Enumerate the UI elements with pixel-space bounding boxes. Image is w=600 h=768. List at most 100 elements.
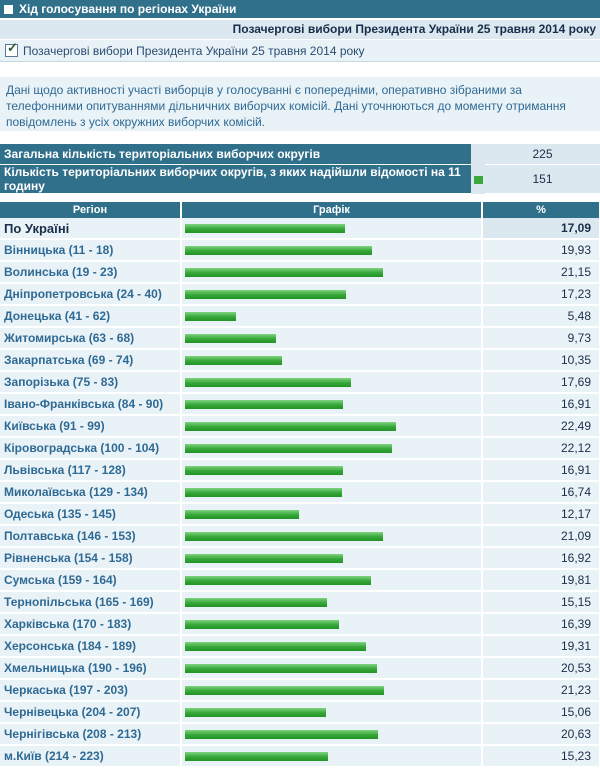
turnout-chart-cell bbox=[181, 701, 483, 724]
summary-marker bbox=[471, 164, 485, 194]
square-icon bbox=[4, 5, 13, 14]
region-name[interactable]: Харківська (170 - 183) bbox=[0, 613, 182, 636]
turnout-bar bbox=[185, 399, 343, 409]
turnout-percent: 15,06 bbox=[482, 701, 600, 724]
region-name[interactable]: Чернігівська (208 - 213) bbox=[0, 723, 182, 746]
table-row-total: По Україні 17,09 bbox=[0, 218, 600, 240]
turnout-percent: 16,39 bbox=[482, 613, 600, 636]
region-name[interactable]: Херсонська (184 - 189) bbox=[0, 635, 182, 658]
turnout-chart-cell bbox=[181, 503, 483, 526]
turnout-percent: 9,73 bbox=[482, 327, 600, 350]
turnout-percent: 17,23 bbox=[482, 283, 600, 306]
election-checkbox[interactable]: ✓ bbox=[5, 41, 18, 57]
table-row: Черкаська (197 - 203) 21,23 bbox=[0, 679, 600, 702]
region-name[interactable]: Кіровоградська (100 - 104) bbox=[0, 437, 182, 460]
turnout-chart-cell bbox=[181, 745, 483, 768]
turnout-chart-cell bbox=[181, 525, 483, 548]
column-header-chart: Графік bbox=[181, 202, 483, 218]
turnout-percent: 17,69 bbox=[482, 371, 600, 394]
turnout-bar bbox=[185, 685, 384, 695]
turnout-chart-cell bbox=[181, 591, 483, 614]
region-name[interactable]: Волинська (19 - 23) bbox=[0, 261, 182, 284]
region-name[interactable]: По Україні bbox=[0, 218, 182, 240]
region-name[interactable]: Миколаївська (129 - 134) bbox=[0, 481, 182, 504]
summary-value: 225 bbox=[485, 144, 600, 165]
table-row: Кіровоградська (100 - 104) 22,12 bbox=[0, 437, 600, 460]
turnout-bar bbox=[185, 223, 345, 233]
turnout-bar bbox=[185, 311, 236, 321]
turnout-chart-cell bbox=[181, 635, 483, 658]
summary-row: Загальна кількість територіальних виборч… bbox=[0, 144, 600, 165]
region-name[interactable]: Запорізька (75 - 83) bbox=[0, 371, 182, 394]
election-name-bar: Позачергові вибори Президента України 25… bbox=[0, 20, 600, 39]
region-name[interactable]: Івано-Франківська (84 - 90) bbox=[0, 393, 182, 416]
region-name[interactable]: Сумська (159 - 164) bbox=[0, 569, 182, 592]
turnout-percent: 16,91 bbox=[482, 459, 600, 482]
turnout-percent: 21,23 bbox=[482, 679, 600, 702]
turnout-chart-cell bbox=[181, 459, 483, 482]
turnout-chart-cell bbox=[181, 481, 483, 504]
region-name[interactable]: Львівська (117 - 128) bbox=[0, 459, 182, 482]
region-name[interactable]: Хмельницька (190 - 196) bbox=[0, 657, 182, 680]
turnout-chart-cell bbox=[181, 283, 483, 306]
turnout-bar bbox=[185, 575, 371, 585]
turnout-chart-cell bbox=[181, 723, 483, 746]
region-name[interactable]: Полтавська (146 - 153) bbox=[0, 525, 182, 548]
table-body: По Україні 17,09 Вінницька (11 - 18) 19,93 В… bbox=[0, 218, 600, 768]
election-selector[interactable]: ✓ Позачергові вибори Президента України 2… bbox=[0, 40, 600, 62]
column-header-region[interactable]: Регіон bbox=[0, 202, 182, 218]
region-name[interactable]: Одеська (135 - 145) bbox=[0, 503, 182, 526]
turnout-percent: 17,09 bbox=[482, 218, 600, 240]
turnout-chart-cell bbox=[181, 327, 483, 350]
turnout-bar bbox=[185, 267, 383, 277]
region-name[interactable]: Рівненська (154 - 158) bbox=[0, 547, 182, 570]
turnout-chart-cell bbox=[181, 415, 483, 438]
region-name[interactable]: Київська (91 - 99) bbox=[0, 415, 182, 438]
turnout-percent: 21,15 bbox=[482, 261, 600, 284]
turnout-chart-cell bbox=[181, 393, 483, 416]
turnout-bar bbox=[185, 531, 383, 541]
turnout-bar bbox=[185, 465, 343, 475]
page-title: Хід голосування по регіонах України bbox=[19, 2, 237, 16]
summary-label: Кількість територіальних виборчих округі… bbox=[0, 164, 471, 194]
turnout-chart-cell bbox=[181, 657, 483, 680]
region-name[interactable]: Житомирська (63 - 68) bbox=[0, 327, 182, 350]
turnout-chart-cell bbox=[181, 305, 483, 328]
data-notice: Дані щодо активності участі виборців у г… bbox=[0, 77, 600, 131]
region-name[interactable]: Тернопільська (165 - 169) bbox=[0, 591, 182, 614]
table-row: Запорізька (75 - 83) 17,69 bbox=[0, 371, 600, 394]
turnout-chart-cell bbox=[181, 239, 483, 262]
region-name[interactable]: Дніпропетровська (24 - 40) bbox=[0, 283, 182, 306]
turnout-percent: 22,49 bbox=[482, 415, 600, 438]
turnout-bar bbox=[185, 355, 282, 365]
turnout-chart-cell bbox=[181, 679, 483, 702]
region-name[interactable]: Вінницька (11 - 18) bbox=[0, 239, 182, 262]
turnout-bar bbox=[185, 751, 328, 761]
region-name[interactable]: Закарпатська (69 - 74) bbox=[0, 349, 182, 372]
turnout-percent: 16,92 bbox=[482, 547, 600, 570]
table-row: Полтавська (146 - 153) 21,09 bbox=[0, 525, 600, 548]
column-header-percent[interactable]: % bbox=[482, 202, 600, 218]
turnout-bar bbox=[185, 421, 396, 431]
region-name[interactable]: Донецька (41 - 62) bbox=[0, 305, 182, 328]
turnout-bar bbox=[185, 377, 351, 387]
turnout-percent: 10,35 bbox=[482, 349, 600, 372]
table-row: Чернігівська (208 - 213) 20,63 bbox=[0, 723, 600, 746]
turnout-bar bbox=[185, 663, 377, 673]
table-row: Херсонська (184 - 189) 19,31 bbox=[0, 635, 600, 658]
turnout-bar bbox=[185, 597, 327, 607]
region-name[interactable]: Черкаська (197 - 203) bbox=[0, 679, 182, 702]
turnout-percent: 5,48 bbox=[482, 305, 600, 328]
region-name[interactable]: Чернівецька (204 - 207) bbox=[0, 701, 182, 724]
table-row: Вінницька (11 - 18) 19,93 bbox=[0, 239, 600, 262]
page-header: Хід голосування по регіонах України bbox=[0, 0, 600, 18]
turnout-percent: 19,81 bbox=[482, 569, 600, 592]
turnout-percent: 16,74 bbox=[482, 481, 600, 504]
table-row: Чернівецька (204 - 207) 15,06 bbox=[0, 701, 600, 724]
table-row: Донецька (41 - 62) 5,48 bbox=[0, 305, 600, 328]
turnout-bar bbox=[185, 289, 346, 299]
turnout-percent: 19,93 bbox=[482, 239, 600, 262]
table-row: Одеська (135 - 145) 12,17 bbox=[0, 503, 600, 526]
turnout-bar bbox=[185, 245, 372, 255]
region-name[interactable]: м.Київ (214 - 223) bbox=[0, 745, 182, 768]
